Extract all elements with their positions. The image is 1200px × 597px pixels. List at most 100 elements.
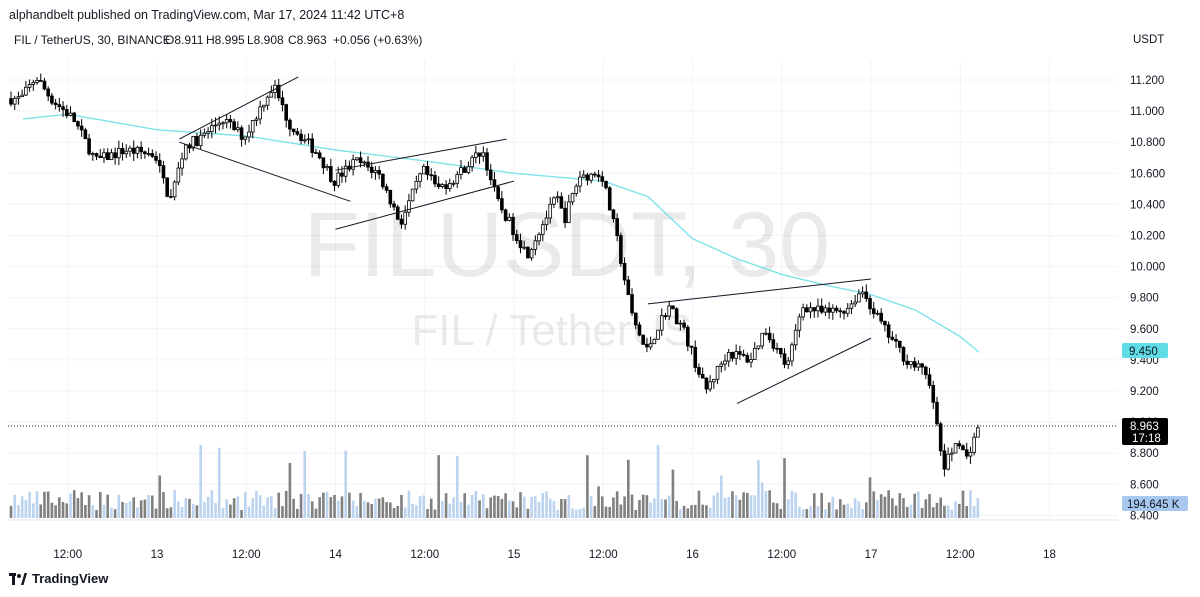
volume-bar — [931, 507, 935, 518]
volume-bar — [719, 475, 723, 518]
volume-bar — [548, 498, 552, 518]
volume-bar — [154, 508, 158, 518]
volume-bar — [188, 498, 191, 518]
candle-body — [767, 332, 772, 341]
time-tick-label: 13 — [151, 549, 164, 561]
candle-body — [68, 112, 73, 117]
candle-body — [124, 150, 129, 155]
volume-bar — [831, 496, 835, 518]
tradingview-logo[interactable]: TradingView — [9, 571, 108, 586]
volume-bar — [333, 494, 336, 518]
volume-bar — [351, 500, 355, 518]
volume-bar — [798, 506, 801, 518]
volume-bar — [28, 491, 31, 518]
candle-body — [358, 157, 363, 163]
candle-body — [102, 152, 106, 159]
volume-bar — [511, 501, 515, 518]
currency-label[interactable]: USDT — [1133, 34, 1164, 46]
trendline — [179, 141, 351, 202]
volume-bar — [913, 493, 916, 518]
candle-body — [879, 312, 883, 322]
svg-text:194.645 K: 194.645 K — [1127, 499, 1180, 511]
candle-body — [276, 84, 281, 99]
candle-body — [433, 175, 437, 185]
volume-bar — [705, 505, 708, 518]
candle-body — [117, 148, 121, 159]
candle-body — [302, 139, 307, 142]
volume-bars — [9, 444, 980, 518]
candle-body — [860, 291, 865, 295]
price-axis: 11.200 11.000 10.800 10.600 10.400 10.200 10.0… — [1130, 75, 1165, 522]
volume-bar — [578, 508, 582, 518]
volume-bar — [214, 502, 217, 518]
volume-bar — [72, 490, 76, 518]
candle-body — [864, 291, 869, 299]
volume-bar — [868, 477, 872, 518]
candle-body — [496, 186, 500, 200]
volume-bar — [344, 450, 347, 518]
legend-low: L8.908 — [247, 33, 284, 47]
volume-badge: 194.645 K — [1122, 496, 1188, 511]
candle-body — [972, 436, 976, 453]
volume-bar — [24, 499, 28, 518]
volume-bar — [470, 494, 474, 518]
volume-bar — [128, 501, 132, 518]
volume-bar — [102, 504, 106, 518]
candle-body — [42, 80, 47, 90]
volume-bar — [582, 507, 585, 518]
volume-bar — [586, 455, 589, 518]
volume-bar — [232, 498, 236, 518]
volume-bar — [340, 496, 344, 518]
candle-body — [712, 378, 716, 383]
candle-body — [607, 187, 612, 211]
candle-body — [221, 122, 225, 125]
volume-bar — [939, 497, 942, 518]
candle-body — [369, 166, 374, 173]
candle-body — [128, 147, 132, 152]
candle-body — [704, 377, 709, 390]
volume-bar — [816, 506, 820, 518]
candle-body — [875, 312, 880, 315]
candle-body — [269, 92, 274, 98]
candle-body — [61, 106, 65, 110]
volume-bar — [675, 501, 678, 518]
legend: FIL / TetherUS, 30, BINANCE O8.911 H8.99… — [14, 33, 422, 47]
candle-body — [924, 366, 928, 376]
moving-average-path — [23, 113, 980, 353]
candle-body — [760, 332, 764, 347]
volume-bar — [519, 492, 522, 518]
volume-bar — [891, 498, 894, 518]
volume-bar — [623, 496, 626, 518]
candle-body — [831, 307, 835, 313]
volume-bar — [377, 498, 381, 518]
volume-bar — [32, 503, 35, 518]
candle-body — [697, 367, 701, 375]
tradingview-logo-text: TradingView — [32, 571, 109, 586]
volume-bar — [374, 498, 377, 518]
price-tick-label: 8.800 — [1130, 448, 1159, 460]
candle-body — [518, 240, 523, 249]
candle-body — [764, 332, 768, 335]
symbol-watermark: FILUSDT, 30 FIL / TetherUS — [304, 194, 831, 355]
volume-bar — [463, 493, 466, 518]
volume-bar — [58, 497, 61, 518]
candle-body — [384, 186, 389, 191]
volume-bar — [905, 506, 909, 518]
time-tick-label: 12:00 — [410, 549, 439, 561]
volume-bar — [731, 491, 734, 518]
candle-body — [440, 184, 445, 188]
candle-body — [805, 307, 809, 313]
trendline — [179, 76, 299, 140]
volume-bar — [504, 493, 507, 518]
candle-body — [418, 173, 422, 182]
volume-bar — [838, 499, 842, 518]
candle-body — [537, 233, 541, 242]
candle-body — [20, 94, 24, 98]
candle-body — [425, 165, 430, 176]
trendline — [335, 180, 515, 230]
volume-bar — [522, 496, 526, 518]
candle-body — [619, 235, 623, 264]
candle-body — [897, 340, 902, 348]
volume-bar — [690, 505, 693, 518]
